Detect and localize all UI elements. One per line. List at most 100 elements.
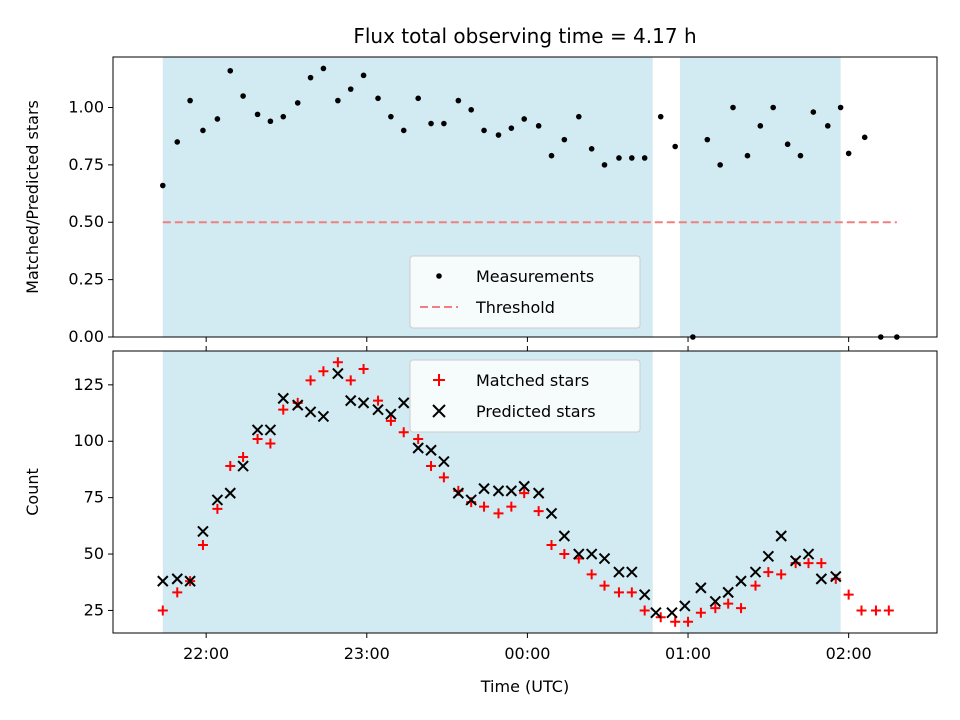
measurement-point — [810, 109, 817, 115]
matched-point — [438, 472, 449, 483]
measurement-point — [744, 152, 751, 159]
measurement-point — [601, 162, 608, 168]
matched-point — [479, 501, 490, 512]
measurement-point — [657, 113, 664, 120]
measurement-point — [307, 74, 314, 81]
matched-point — [533, 506, 544, 517]
predicted-point — [722, 586, 734, 599]
matched-point — [225, 461, 236, 472]
measurement-point — [757, 123, 764, 129]
matched-point — [358, 364, 369, 375]
predicted-point — [775, 530, 787, 542]
predicted-point — [197, 525, 209, 538]
matched-point — [723, 598, 734, 609]
predicted-point — [157, 575, 169, 587]
measurement-point — [548, 152, 555, 159]
predicted-point — [345, 394, 357, 407]
legend-box — [409, 359, 641, 433]
measurement-point — [200, 127, 206, 134]
predicted-point — [438, 455, 450, 468]
measurement-point — [360, 72, 367, 79]
matched-point — [736, 603, 747, 614]
predicted-point — [762, 550, 775, 563]
matched-point — [710, 603, 721, 614]
matched-point — [843, 589, 854, 600]
predicted-point — [452, 487, 465, 499]
measurement-point — [861, 134, 868, 141]
y-tick-label: 50 — [84, 544, 104, 563]
measurement-point — [704, 136, 711, 143]
measurement-point — [227, 67, 234, 74]
panel-ratio: 0.00 0.25 0.50 0.75 1.00 Matched/Predicted st… — [23, 56, 938, 346]
measurement-point — [347, 86, 354, 92]
measurement-point — [294, 100, 301, 106]
predicted-point — [505, 485, 518, 497]
predicted-point — [304, 406, 317, 418]
matched-point — [586, 569, 597, 580]
matched-point — [398, 427, 409, 438]
legend: Measurements Threshold — [409, 255, 641, 329]
matched-point — [763, 567, 774, 578]
predicted-point — [398, 397, 410, 409]
measurement-point — [837, 104, 844, 111]
predicted-point — [372, 403, 384, 416]
predicted-point — [465, 494, 477, 506]
predicted-point — [695, 582, 707, 594]
measurement-point — [254, 111, 261, 118]
matched-point — [683, 616, 694, 627]
legend-marker — [432, 404, 446, 418]
legend-box — [409, 255, 641, 329]
predicted-point — [638, 588, 651, 601]
predicted-point — [626, 566, 638, 578]
matched-point — [332, 357, 343, 368]
predicted-point — [478, 482, 490, 495]
predicted-point — [264, 424, 277, 436]
y-tick-label: 1.00 — [68, 97, 104, 116]
predicted-point — [492, 485, 505, 497]
predicted-point — [802, 548, 815, 560]
measurement-point — [770, 104, 776, 111]
predicted-point — [749, 566, 762, 578]
matched-point — [883, 605, 894, 616]
x-axis-label: Time (UTC) — [480, 677, 569, 696]
predicted-point — [573, 548, 585, 560]
measurement-point — [267, 118, 274, 125]
predicted-point — [184, 575, 196, 587]
matched-point — [413, 433, 424, 444]
predicted-point — [789, 555, 802, 567]
measurement-point — [588, 146, 595, 152]
x-tick-label: 01:00 — [665, 644, 711, 663]
measurement-point — [455, 97, 462, 104]
matched-point — [318, 366, 329, 377]
predicted-point — [317, 410, 330, 423]
predicted-point — [251, 424, 264, 436]
matched-point — [493, 508, 504, 519]
y-tick-label: 100 — [73, 431, 104, 450]
measurement-point — [375, 95, 381, 102]
measurement-point — [845, 150, 852, 157]
measurement-point — [481, 127, 487, 134]
measurement-point — [824, 123, 831, 129]
matched-point — [776, 569, 787, 580]
y-tick-label: 0.00 — [68, 327, 104, 346]
matched-point — [803, 558, 814, 569]
matched-point — [870, 605, 881, 616]
matched-point — [546, 540, 557, 551]
predicted-point — [357, 397, 370, 409]
y-tick-label: 0.25 — [68, 270, 104, 289]
measurement-point — [495, 132, 502, 138]
measurement-point — [641, 155, 648, 161]
measurement-point — [187, 97, 193, 104]
matched-point — [373, 395, 384, 406]
measurement-point — [629, 155, 635, 161]
matched-point — [639, 605, 650, 616]
matched-point — [626, 587, 637, 598]
predicted-point — [679, 600, 691, 612]
x-tick-label: 00:00 — [504, 644, 550, 663]
measurement-point — [784, 141, 791, 148]
measurement-point — [174, 139, 181, 145]
matched-point — [613, 587, 624, 598]
predicted-point — [666, 606, 678, 619]
predicted-point — [815, 573, 828, 585]
